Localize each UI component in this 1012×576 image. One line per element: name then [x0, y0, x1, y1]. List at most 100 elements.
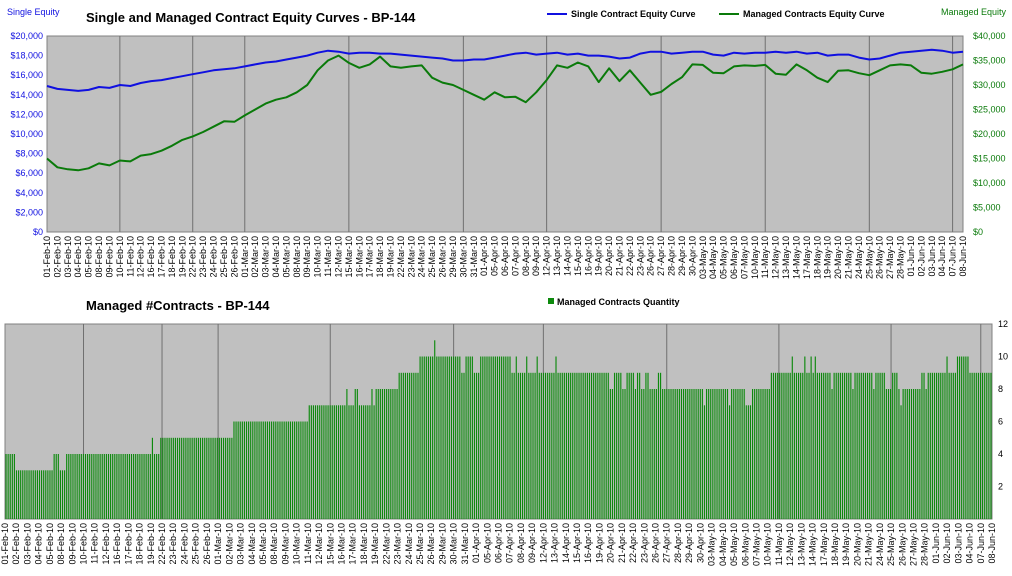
quantity-bar [526, 356, 528, 519]
quantity-bar [666, 389, 668, 519]
quantity-bar [139, 454, 141, 519]
quantity-bar [97, 454, 99, 519]
quantity-bar [672, 389, 674, 519]
quantity-bar [254, 421, 256, 519]
quantity-bar [749, 405, 752, 520]
quantity-bar [800, 372, 802, 520]
quantity-bar [507, 356, 509, 519]
quantity-bar [55, 454, 57, 519]
top-x-tick-label: 05-Apr-10 [490, 236, 500, 276]
quantity-bar [9, 454, 11, 519]
quantity-bar [580, 372, 582, 520]
bottom-x-tick-label: 25-May-10 [886, 523, 896, 566]
quantity-bar [595, 372, 597, 520]
quantity-bar [34, 470, 36, 520]
quantity-bar [532, 372, 534, 520]
quantity-bar [733, 389, 735, 519]
quantity-bar [555, 356, 557, 519]
quantity-bar [216, 437, 218, 520]
quantity-bar [486, 356, 488, 519]
quantity-bar [231, 437, 233, 520]
quantity-bar [835, 372, 837, 520]
quantity-bar [501, 356, 503, 519]
quantity-bar [902, 389, 904, 519]
quantity-bar [900, 405, 902, 520]
top-x-tick-label: 09-Mar-10 [302, 236, 312, 278]
quantity-bar [172, 437, 174, 520]
quantity-bar [810, 356, 812, 519]
bottom-y-tick-label: 8 [998, 384, 1003, 394]
bottom-x-tick-label: 18-Mar-10 [359, 523, 369, 565]
quantity-bar [806, 372, 808, 520]
top-x-tick-label: 27-Apr-10 [656, 236, 666, 276]
quantity-bar [906, 389, 908, 519]
quantity-bar [524, 372, 526, 520]
bottom-x-tick-label: 31-Mar-10 [460, 523, 470, 565]
quantity-bar [496, 356, 499, 519]
bottom-x-tick-label: 22-Mar-10 [381, 523, 391, 565]
quantity-bar [795, 372, 798, 520]
bottom-x-tick-label: 01-Feb-10 [0, 523, 10, 565]
quantity-bar [202, 437, 204, 520]
quantity-bar [87, 454, 89, 519]
quantity-bar [319, 405, 321, 520]
quantity-bar [605, 372, 607, 520]
quantity-bar [187, 437, 189, 520]
quantity-bar [114, 454, 116, 519]
quantity-bar [103, 454, 105, 519]
bottom-x-tick-label: 26-Mar-10 [426, 523, 436, 565]
quantity-bar [143, 454, 145, 519]
quantity-bar [331, 405, 333, 520]
quantity-bar [459, 356, 461, 519]
bottom-x-tick-label: 24-May-10 [875, 523, 885, 566]
bottom-x-tick-label: 06-May-10 [740, 523, 750, 566]
quantity-bar [258, 421, 260, 519]
quantity-bar [266, 421, 269, 519]
quantity-bar [38, 470, 41, 520]
top-x-tick-label: 05-Mar-10 [281, 236, 291, 278]
quantity-bar [714, 389, 716, 519]
quantity-bar [616, 372, 618, 520]
top-x-tick-label: 15-Apr-10 [573, 236, 583, 276]
quantity-bar [170, 437, 172, 520]
quantity-bar [153, 454, 156, 519]
quantity-bar [695, 389, 697, 519]
top-x-tick-label: 06-May-10 [729, 236, 739, 279]
quantity-bar [689, 389, 691, 519]
quantity-bar [448, 356, 450, 519]
top-x-tick-label: 04-May-10 [708, 236, 718, 279]
quantity-bar [72, 454, 74, 519]
quantity-bar [929, 372, 931, 520]
top-x-tick-label: 30-Apr-10 [687, 236, 697, 276]
quantity-bar [963, 356, 965, 519]
bottom-x-tick-label: 24-Mar-10 [404, 523, 414, 565]
top-x-tick-label: 16-Feb-10 [146, 236, 156, 278]
top-x-tick-label: 12-May-10 [771, 236, 781, 279]
quantity-bar [45, 470, 47, 520]
quantity-bar [208, 437, 210, 520]
quantity-bar [582, 372, 584, 520]
quantity-bar [530, 372, 532, 520]
quantity-bar [110, 454, 112, 519]
quantity-bar [147, 454, 149, 519]
bottom-x-tick-label: 27-May-10 [908, 523, 918, 566]
right-axis-tick-label: $35,000 [973, 56, 1006, 66]
quantity-bar [885, 389, 887, 519]
quantity-bar [601, 372, 603, 520]
quantity-bar [381, 389, 384, 519]
quantity-bar [243, 421, 246, 519]
top-x-tick-label: 12-Feb-10 [136, 236, 146, 278]
quantity-bar [597, 372, 599, 520]
quantity-bar [618, 372, 620, 520]
quantity-bar [511, 372, 513, 520]
quantity-bar [509, 356, 511, 519]
top-x-tick-label: 25-May-10 [864, 236, 874, 279]
quantity-bar [128, 454, 130, 519]
quantity-bar [444, 356, 446, 519]
top-x-tick-label: 17-Mar-10 [365, 236, 375, 278]
bottom-x-tick-label: 13-Apr-10 [550, 523, 560, 563]
quantity-bar [475, 372, 478, 520]
quantity-bar [720, 389, 722, 519]
quantity-bar [990, 372, 992, 520]
top-x-tick-label: 24-May-10 [854, 236, 864, 279]
